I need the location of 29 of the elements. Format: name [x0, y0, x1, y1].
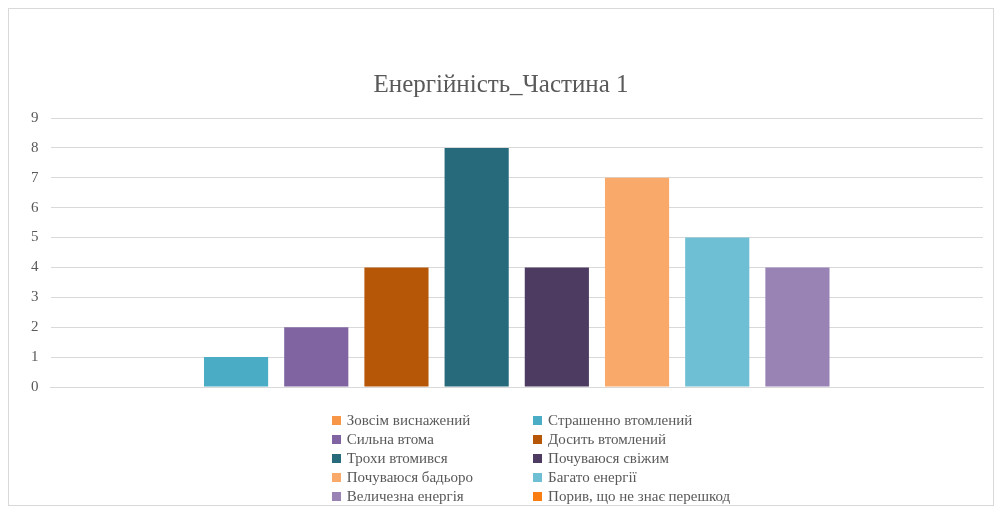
- bar: [203, 357, 269, 387]
- y-tick-label: 2: [31, 318, 39, 335]
- legend-label: Страшенно втомлений: [548, 412, 693, 429]
- y-tick-label: 6: [31, 198, 39, 215]
- bar: [364, 267, 429, 387]
- bar: [765, 267, 830, 387]
- legend-label: Почуваюся бадьоро: [346, 469, 474, 486]
- bar: [444, 147, 509, 387]
- y-tick-label: 9: [31, 108, 39, 125]
- y-tick-label: 4: [31, 258, 39, 275]
- bar: [284, 327, 349, 387]
- y-tick-label: 7: [31, 168, 39, 185]
- legend-label: Величезна енергія: [346, 488, 464, 505]
- y-tick-label: 3: [31, 288, 39, 305]
- legend-label: Досить втомлений: [548, 431, 667, 448]
- legend-label: Багато енергії: [548, 469, 637, 486]
- chart-title: Енергійність_Частина 1: [373, 69, 629, 97]
- legend-label: Сильна втома: [346, 431, 434, 448]
- bar: [685, 237, 750, 387]
- y-tick-label: 1: [31, 348, 39, 365]
- bar: [524, 267, 589, 387]
- legend-label: Зовсім виснажений: [346, 412, 471, 429]
- y-tick-label: 8: [31, 138, 39, 155]
- y-tick-label: 0: [31, 377, 39, 394]
- bar: [604, 177, 670, 387]
- y-tick-label: 5: [31, 228, 39, 245]
- legend-label: Трохи втомився: [346, 450, 448, 467]
- legend-label: Порив, що не знає перешкод: [548, 488, 731, 505]
- legend-label: Почуваюся свіжим: [548, 450, 669, 467]
